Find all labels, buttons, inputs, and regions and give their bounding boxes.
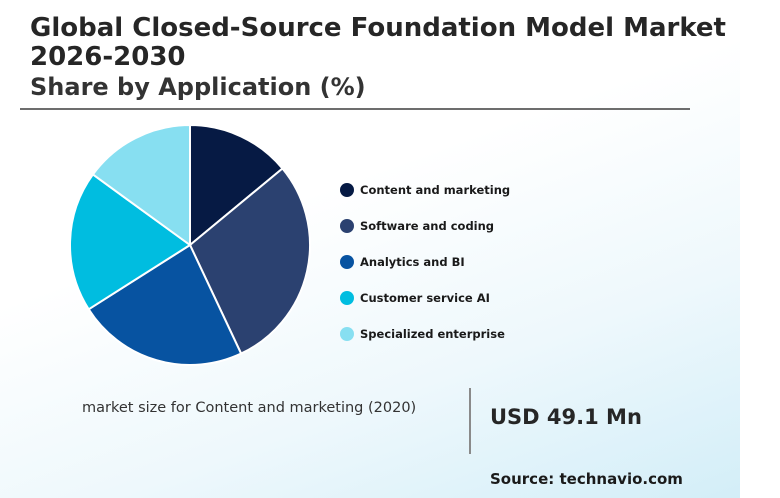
legend-item: Customer service AI [340,280,510,316]
page-title: Global Closed-Source Foundation Model Ma… [30,13,726,72]
legend-swatch [340,255,354,269]
legend-item: Specialized enterprise [340,316,510,352]
pie-slice-content-and-marketing [189,123,284,248]
legend-swatch [340,327,354,341]
market-size-value: USD 49.1 Mn [490,405,642,429]
legend-label: Customer service AI [360,291,490,305]
legend-label: Content and marketing [360,183,511,197]
pie-slice-specialized-enterprise [91,123,191,247]
pie-slice-analytics-and-bi [87,243,243,366]
legend-item: Software and coding [340,208,510,244]
pie-slice-customer-service-ai [69,173,192,311]
legend-swatch [340,183,354,197]
market-size-note: market size for Content and marketing (2… [82,400,417,416]
chart-subtitle: Share by Application (%) [30,73,366,101]
legend-label: Analytics and BI [360,255,465,269]
legend-swatch [340,219,354,233]
vertical-divider [469,388,471,454]
legend-item: Analytics and BI [340,244,510,280]
legend-label: Software and coding [360,219,495,233]
chart-legend: Content and marketing Software and coding… [340,172,510,352]
source-credit: Source: technavio.com [490,470,683,488]
legend-label: Specialized enterprise [360,327,505,341]
pie-chart [69,123,311,366]
legend-swatch [340,291,354,305]
title-divider [20,108,690,110]
legend-item: Content and marketing [340,172,510,208]
